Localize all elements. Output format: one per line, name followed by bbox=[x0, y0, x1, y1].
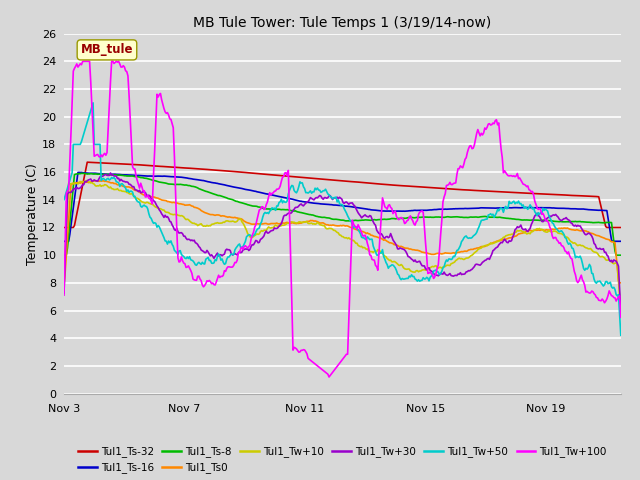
Legend: Tul1_Ts-32, Tul1_Ts-16, Tul1_Ts-8, Tul1_Ts0, Tul1_Tw+10, Tul1_Tw+30, Tul1_Tw+50,: Tul1_Ts-32, Tul1_Ts-16, Tul1_Ts-8, Tul1_… bbox=[74, 442, 611, 478]
Title: MB Tule Tower: Tule Temps 1 (3/19/14-now): MB Tule Tower: Tule Temps 1 (3/19/14-now… bbox=[193, 16, 492, 30]
Text: MB_tule: MB_tule bbox=[81, 43, 133, 56]
Y-axis label: Temperature (C): Temperature (C) bbox=[26, 163, 39, 264]
